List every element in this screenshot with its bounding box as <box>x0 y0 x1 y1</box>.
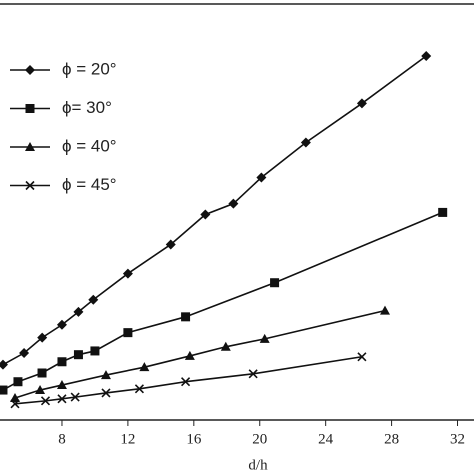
data-point <box>13 377 23 387</box>
data-point <box>37 332 48 343</box>
legend-marker <box>25 65 35 75</box>
data-point <box>57 394 67 404</box>
legend-label: ϕ = 40° <box>62 136 117 155</box>
data-point <box>139 362 150 372</box>
data-point <box>10 399 20 409</box>
data-point <box>165 239 176 250</box>
data-point <box>248 369 258 379</box>
data-point <box>220 341 231 351</box>
data-point <box>356 98 367 109</box>
series-line <box>2 55 427 366</box>
data-point <box>259 333 270 343</box>
data-point <box>90 346 100 356</box>
data-point <box>380 305 391 315</box>
x-tick-label: 16 <box>186 431 202 447</box>
x-tick-label: 8 <box>58 431 66 447</box>
data-point <box>73 350 83 360</box>
data-point <box>256 172 267 183</box>
data-point <box>100 370 111 380</box>
data-point <box>101 388 111 398</box>
x-tick-label: 32 <box>450 431 465 447</box>
data-point <box>19 348 30 359</box>
data-point <box>40 396 51 406</box>
data-point <box>0 385 8 395</box>
data-point <box>181 312 191 322</box>
x-tick-label: 12 <box>120 431 135 447</box>
data-point <box>122 268 133 279</box>
data-point <box>438 207 448 217</box>
data-point <box>88 294 99 305</box>
series-line <box>2 211 443 391</box>
data-point <box>70 392 80 402</box>
data-point <box>123 328 133 338</box>
data-point <box>56 319 67 330</box>
series-line <box>14 309 386 399</box>
data-point <box>270 278 280 288</box>
legend-marker <box>25 180 35 191</box>
data-point <box>0 359 8 370</box>
data-point <box>200 209 211 220</box>
data-point <box>184 350 195 360</box>
data-point <box>37 368 47 378</box>
x-tick-label: 28 <box>384 431 399 447</box>
legend-label: ϕ= 30° <box>62 98 112 117</box>
legend-marker <box>25 104 35 113</box>
x-tick-label: 24 <box>318 431 334 447</box>
data-point <box>56 380 67 390</box>
data-point <box>73 306 84 317</box>
data-point <box>35 385 46 395</box>
data-point <box>228 198 239 209</box>
data-point <box>357 352 367 362</box>
legend-label: ϕ = 45° <box>62 175 117 194</box>
data-point <box>181 377 191 387</box>
data-point <box>57 357 67 367</box>
x-axis-label: d/h <box>248 457 268 473</box>
data-point <box>134 384 144 394</box>
series-line <box>14 355 363 405</box>
data-point <box>300 137 311 148</box>
legend-label: ϕ = 20° <box>62 59 117 78</box>
data-point <box>9 392 20 402</box>
x-tick-label: 20 <box>252 431 267 447</box>
data-point <box>421 51 432 61</box>
legend-marker <box>25 142 35 151</box>
